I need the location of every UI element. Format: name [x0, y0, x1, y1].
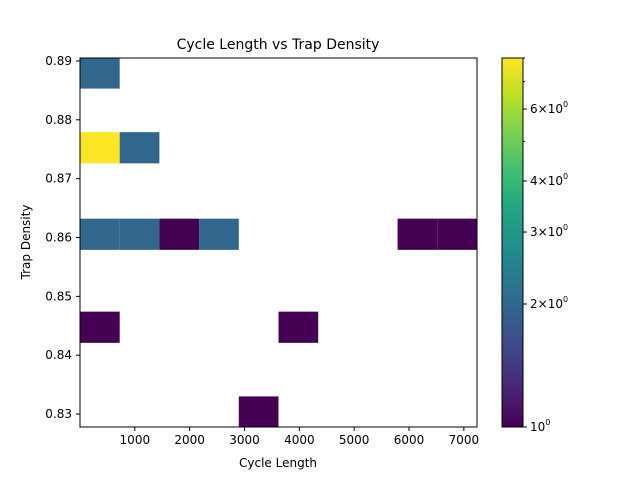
heatmap-cell	[397, 218, 438, 250]
heatmap-cell	[80, 132, 120, 164]
heatmap-cell	[159, 218, 200, 250]
x-tick-label: 6000	[394, 433, 425, 447]
y-tick-label: 0.89	[45, 54, 72, 68]
heatmap-cell	[278, 311, 319, 343]
heatmap-cells	[80, 58, 477, 427]
y-axis-label: Trap Density	[19, 205, 33, 281]
colorbar	[501, 57, 524, 428]
y-tick-label: 0.88	[45, 113, 72, 127]
heatmap-cell	[80, 218, 120, 250]
heatmap-cell	[119, 132, 160, 164]
y-tick-label: 0.87	[45, 172, 72, 186]
y-tick-label: 0.83	[45, 407, 72, 421]
colorbar-tick-label: 100	[530, 418, 550, 434]
x-tick-label: 4000	[284, 433, 315, 447]
colorbar-tick-label: 4×100	[530, 172, 568, 188]
chart-title: Cycle Length vs Trap Density	[177, 37, 380, 53]
heatmap-cell	[437, 218, 477, 250]
y-tick-label: 0.86	[45, 230, 72, 244]
heatmap-cell	[80, 58, 120, 89]
x-tick-label: 1000	[120, 433, 151, 447]
y-tick-label: 0.84	[45, 348, 72, 362]
x-tick-label: 3000	[229, 433, 260, 447]
y-axis-ticks: 0.83 0.84 0.85 0.86 0.87 0.88 0.89	[45, 54, 80, 421]
x-tick-label: 7000	[449, 433, 480, 447]
colorbar-tick-label: 6×100	[530, 100, 568, 116]
y-tick-label: 0.85	[45, 289, 72, 303]
heatmap-cell	[80, 311, 120, 343]
x-axis-label: Cycle Length	[239, 456, 317, 470]
heatmap-cell	[238, 396, 279, 427]
colorbar-tick-label: 3×100	[530, 223, 568, 239]
plot-frame	[79, 57, 478, 428]
x-axis-ticks: 1000 2000 3000 4000 5000 6000 7000	[120, 427, 480, 447]
x-tick-label: 5000	[339, 433, 370, 447]
heatmap-cell	[199, 218, 239, 250]
colorbar-tick-label: 2×100	[530, 295, 568, 311]
x-tick-label: 2000	[174, 433, 205, 447]
colorbar-ticks: 100 2×100 3×100 4×100 6×100	[523, 57, 568, 434]
heatmap-cell	[119, 218, 160, 250]
